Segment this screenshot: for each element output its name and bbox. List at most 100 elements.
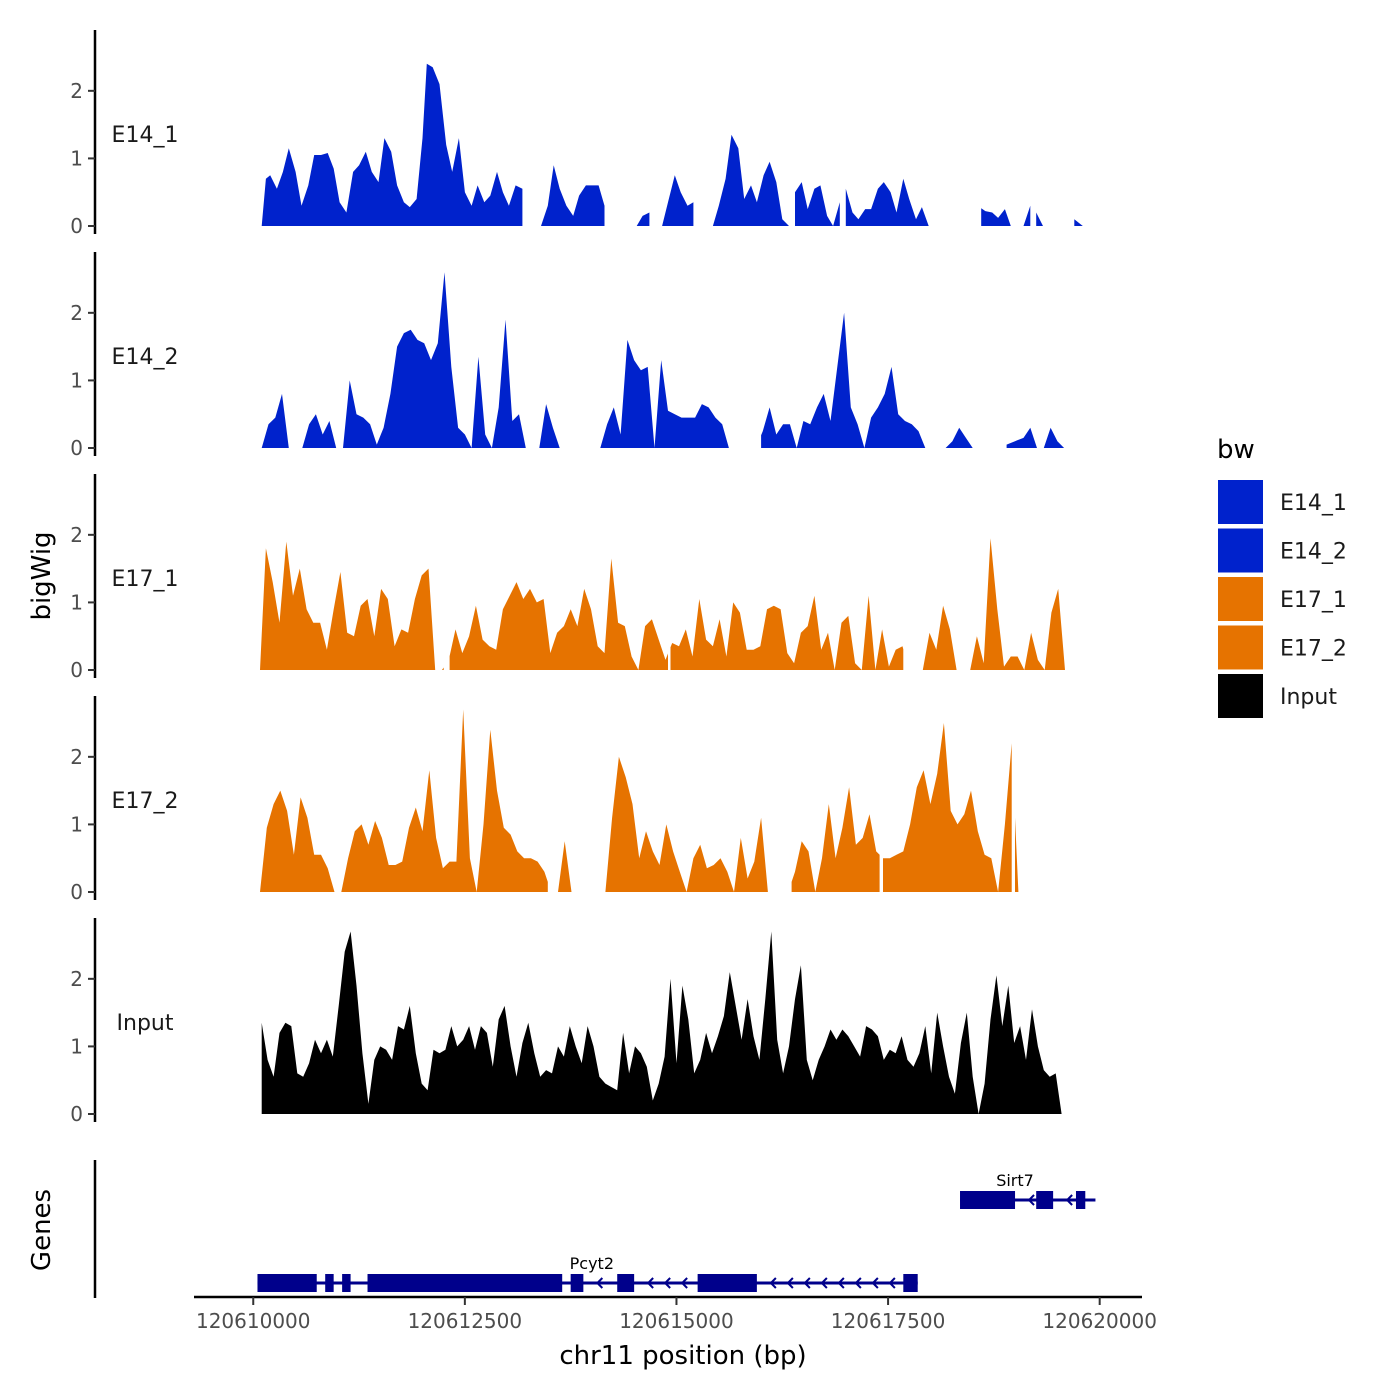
legend-swatch [1218,577,1263,621]
legend-label: Input [1280,685,1337,710]
area-E14_1-segment-1 [535,165,605,226]
track-label-Input: Input [117,1011,174,1036]
track-E17_2: 0 1 2 E17_2 [70,696,1032,904]
gene-Pcyt2: Pcyt2 [257,1254,918,1292]
legend-item-E14_2: E14_2 [1218,528,1347,573]
strand-arrow [888,1277,896,1289]
y-tick-label: 0 [70,880,83,904]
track-E14_1: 0 1 2 E14_1 [70,30,1090,238]
strand-arrow [663,1277,671,1289]
legend-label: E17_2 [1280,637,1347,662]
gene-Sirt7: Sirt7 [960,1171,1096,1209]
gene-exon [1075,1191,1086,1209]
area-E14_2-tail [1006,427,1065,448]
legend-label: E14_2 [1280,540,1347,565]
legend-label: E14_1 [1280,491,1347,516]
gene-exon [697,1274,757,1292]
legend-item-E17_1: E17_1 [1218,577,1347,621]
area-E14_2-segment-0 [261,272,533,448]
y-tick-label: 2 [70,967,83,991]
strand-arrow [803,1277,811,1289]
gene-exon [342,1274,351,1292]
x-tick-label: 120612500 [408,1309,523,1333]
y-tick-label: 1 [70,812,83,836]
legend-item-E17_2: E17_2 [1218,625,1347,670]
gene-exon [325,1274,334,1292]
track-label-E17_1: E17_1 [112,567,179,592]
y-tick-label: 2 [70,523,83,547]
area-E17_2-segment-6 [1015,817,1032,892]
legend-label: E17_1 [1280,588,1347,613]
area-E14_1-segment-5 [795,182,840,226]
gene-exon [1036,1191,1054,1209]
area-E17_1-segment-0 [260,541,444,670]
strand-arrow [837,1277,845,1289]
x-tick-label: 120610000 [196,1309,311,1333]
strand-arrow [1065,1194,1073,1206]
signal-tracks: 0 1 2 E14_1 0 1 2 E14_2 0 1 2 E17_1 0 1 2 E17_2 0 1 2 Input [70,30,1092,1126]
area-E17_1-segment-3 [912,538,1086,670]
area-E17_2-segment-2 [558,841,579,892]
genes-axis-title: Genes [27,1189,57,1271]
area-E14_1-segment-9 [1074,219,1090,226]
strand-arrow [871,1277,879,1289]
legend-swatch [1218,480,1263,524]
gene-exon [903,1274,918,1292]
area-E14_1-segment-0 [261,63,523,226]
x-tick-label: 120620000 [1042,1309,1157,1333]
strand-arrow [820,1277,828,1289]
track-label-E14_2: E14_2 [112,345,179,370]
area-E14_2-segment-3 [761,312,973,448]
gene-exon [367,1274,563,1292]
area-E17_2-segment-0 [260,790,335,892]
area-E14_1-segment-2 [636,212,650,226]
x-tick-label: 120617500 [831,1309,946,1333]
legend: bw E14_1 E14_2 E17_1 E17_2 Input [1217,435,1347,718]
area-E14_1-segment-4 [706,134,789,226]
legend-swatch [1218,625,1263,670]
legend-item-Input: Input [1218,674,1337,718]
y-tick-label: 0 [70,1102,83,1126]
track-E14_2: 0 1 2 E14_2 [70,252,1065,460]
gene-exon [960,1191,1016,1209]
area-E17_1-segment-2 [670,595,904,670]
legend-item-E14_1: E14_1 [1218,480,1347,524]
strand-arrow [769,1277,777,1289]
gene-exon [570,1274,584,1292]
y-tick-label: 1 [70,1034,83,1058]
y-tick-label: 0 [70,658,83,682]
area-E14_1-segment-6 [845,178,935,226]
x-axis-title: chr11 position (bp) [559,1341,806,1371]
strand-arrow [595,1277,604,1289]
strand-arrow [854,1277,862,1289]
y-tick-label: 1 [70,146,83,170]
y-axis-title: bigWig [27,531,57,620]
y-tick-label: 2 [70,745,83,769]
y-tick-label: 0 [70,436,83,460]
gene-exon [257,1274,317,1292]
track-label-E14_1: E14_1 [112,123,179,148]
y-tick-label: 1 [70,368,83,392]
strand-arrow [680,1277,688,1289]
area-E17_2-segment-1 [341,709,548,892]
y-tick-label: 2 [70,79,83,103]
gene-exon [617,1274,635,1292]
legend-swatch [1218,528,1263,573]
track-label-E17_2: E17_2 [112,789,179,814]
area-E14_2-segment-2 [591,339,743,448]
area-Input-segment-0 [261,931,1092,1114]
x-tick-label: 120615000 [619,1309,734,1333]
area-E17_2-segment-3 [600,756,782,892]
strand-arrow [786,1277,794,1289]
strand-arrow [1027,1194,1035,1206]
y-tick-label: 0 [70,214,83,238]
area-E14_1-segment-3 [662,175,694,226]
area-E17_1-segment-1 [449,558,668,670]
y-tick-label: 2 [70,301,83,325]
area-E14_1-segment-8 [1036,212,1049,226]
strand-arrow [646,1277,654,1289]
track-Input: 0 1 2 Input [70,918,1092,1126]
area-E17_2-segment-4 [791,787,880,892]
gene-label-Sirt7: Sirt7 [996,1171,1034,1190]
